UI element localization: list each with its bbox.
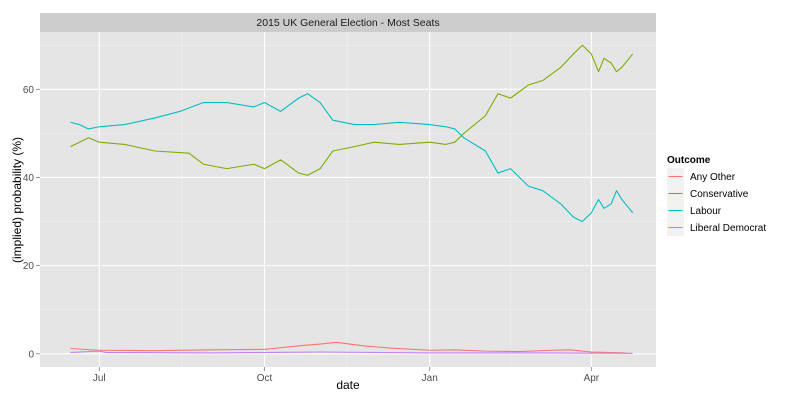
panel-background: [40, 32, 656, 367]
legend-label-any-other: Any Other: [690, 172, 736, 183]
x-tick-label: Apr: [584, 373, 600, 384]
legend-title: Outcome: [667, 155, 711, 166]
grid-minor: [40, 32, 656, 367]
series-layer: [70, 44, 634, 354]
y-tick-label: 20: [23, 261, 35, 272]
y-tick-label: 60: [23, 85, 35, 96]
x-tick-label: Jan: [422, 373, 438, 384]
grid-major: [40, 32, 656, 367]
x-tick-label: Oct: [257, 373, 273, 384]
chart-title: 2015 UK General Election - Most Seats: [256, 17, 439, 29]
y-axis-title: (implied) probability (%): [10, 137, 24, 263]
series-line-labour: [70, 93, 634, 223]
y-tick-label: 40: [23, 173, 35, 184]
y-axis: 0 20 40 60: [23, 85, 40, 360]
series-line-liberal-democrat: [70, 350, 633, 354]
x-axis-title: date: [336, 378, 360, 392]
series-line-conservative: [70, 44, 634, 176]
x-tick-label: Jul: [93, 373, 106, 384]
series-line-any-other: [70, 341, 626, 354]
strip-background: [40, 13, 656, 32]
legend: Outcome Any Other Conservative Labour Liber…: [667, 155, 766, 236]
legend-label-labour: Labour: [690, 206, 722, 217]
legend-label-liberal-democrat: Liberal Democrat: [690, 223, 766, 234]
legend-label-conservative: Conservative: [690, 189, 749, 200]
y-tick-label: 0: [28, 349, 34, 360]
x-axis: Jul Oct Jan Apr: [93, 367, 600, 384]
